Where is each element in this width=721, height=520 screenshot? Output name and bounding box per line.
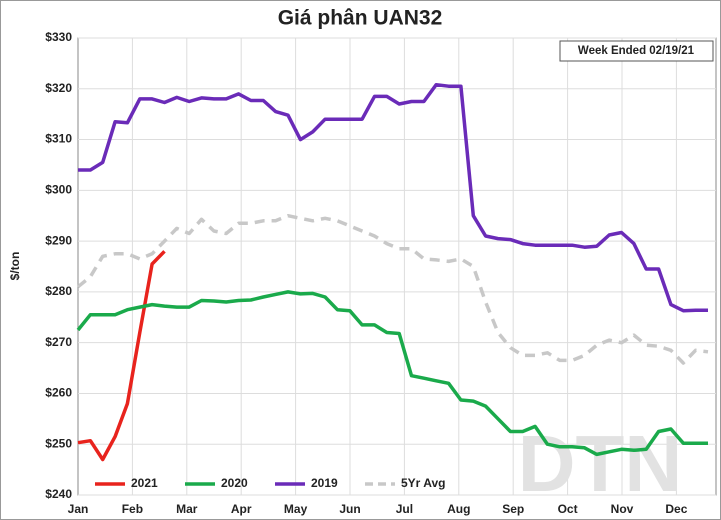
y-tick-label: $310 <box>45 132 72 146</box>
y-tick-label: $320 <box>45 81 72 95</box>
legend-label: 2020 <box>221 476 248 490</box>
x-tick-label: Apr <box>231 502 252 516</box>
x-tick-label: Jan <box>68 502 89 516</box>
x-tick-label: Jun <box>339 502 360 516</box>
annotation-box <box>559 40 714 62</box>
y-axis-label: $/ton <box>8 252 22 281</box>
y-tick-label: $290 <box>45 233 72 247</box>
series-line <box>76 213 709 365</box>
series-line <box>77 250 166 462</box>
y-tick-label: $280 <box>45 284 72 298</box>
annotation: Week Ended 02/19/21 <box>578 45 695 57</box>
y-tick-label: $330 <box>45 30 72 44</box>
y-tick-label: $250 <box>45 436 72 450</box>
x-tick-label: Sep <box>502 502 524 516</box>
x-tick-label: Mar <box>176 502 198 516</box>
x-tick-label: Aug <box>447 502 470 516</box>
x-tick-label: Feb <box>122 502 143 516</box>
x-tick-label: Oct <box>558 502 578 516</box>
series-line <box>76 290 708 457</box>
x-tick-label: Nov <box>611 502 634 516</box>
chart-title: Giá phân UAN32 <box>278 7 443 30</box>
y-tick-label: $270 <box>45 335 72 349</box>
series-line <box>78 82 708 313</box>
y-tick-label: $240 <box>45 487 72 501</box>
x-tick-label: Dec <box>665 502 687 516</box>
x-tick-label: Jul <box>396 502 413 516</box>
legend-label: 2021 <box>131 476 158 490</box>
x-tick-label: May <box>284 502 308 516</box>
plot-area <box>77 37 717 496</box>
y-tick-label: $300 <box>45 183 72 197</box>
legend-label: 5Yr Avg <box>401 476 445 490</box>
legend-label: 2019 <box>311 476 338 490</box>
y-tick-label: $260 <box>45 386 72 400</box>
